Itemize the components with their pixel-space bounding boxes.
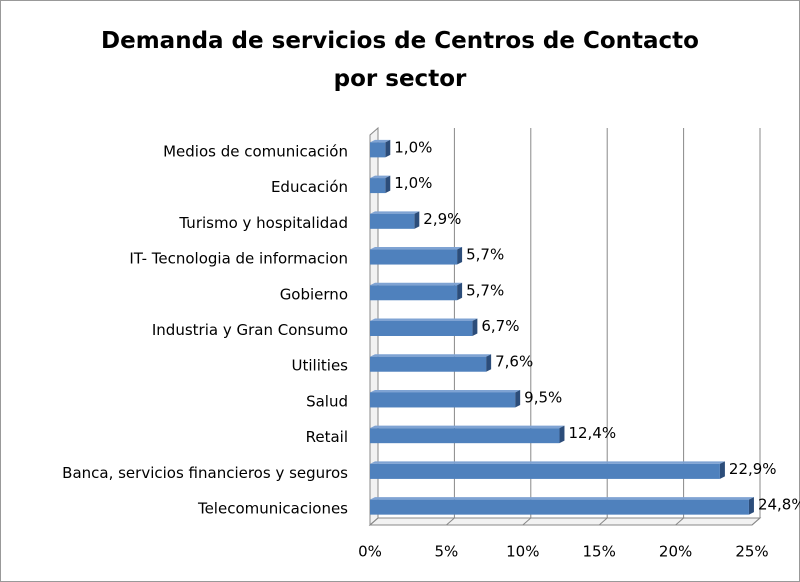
chart-title: Demanda de servicios de Centros de Conta… — [101, 28, 699, 92]
bar-side — [515, 389, 521, 408]
x-tick — [522, 517, 532, 526]
x-tick — [598, 517, 608, 526]
bar-side — [559, 425, 565, 444]
bar-top — [370, 175, 391, 179]
bar-side — [385, 175, 391, 194]
bar-top — [370, 425, 565, 429]
bar-side — [472, 318, 478, 336]
bar-top — [370, 497, 754, 500]
bar — [370, 285, 458, 301]
x-tick-label: 15% — [583, 543, 616, 561]
y-tick-label: Utilities — [292, 357, 349, 375]
y-tick-label: Turismo y hospitalidad — [178, 214, 348, 232]
bar-side — [457, 247, 463, 265]
axis-floor — [368, 517, 762, 526]
data-label: 12,4% — [568, 424, 616, 442]
data-label: 7,6% — [495, 353, 533, 371]
bar — [370, 499, 749, 515]
bar-top — [370, 282, 463, 286]
bar-top — [370, 389, 521, 393]
x-tick — [751, 517, 761, 526]
bar — [370, 463, 720, 479]
bar — [370, 392, 516, 408]
x-tick-label: 20% — [659, 543, 692, 561]
y-tick-label: Industria y Gran Consumo — [152, 321, 348, 339]
y-tick-label: Salud — [306, 392, 348, 410]
y-tick-label: Gobierno — [280, 285, 348, 303]
bar-side — [486, 354, 492, 372]
x-tick — [369, 517, 379, 526]
data-label: 1,0% — [394, 138, 432, 156]
data-label: 2,9% — [423, 210, 461, 228]
bar — [370, 142, 386, 158]
bar-top — [370, 211, 420, 214]
y-tick-label: IT- Tecnologia de informacion — [129, 250, 348, 268]
y-tick-label: Banca, servicios financieros y seguros — [62, 464, 348, 482]
y-tick-label: Educación — [271, 178, 348, 196]
bar-side — [748, 497, 754, 515]
bar-side — [719, 461, 725, 479]
data-label: 1,0% — [394, 174, 432, 192]
x-tick — [446, 517, 455, 526]
data-label: 5,7% — [466, 246, 504, 264]
bar — [370, 249, 458, 265]
x-tick-label: 10% — [506, 543, 539, 561]
data-label: 5,7% — [466, 281, 504, 299]
bar-top — [370, 247, 463, 250]
bar-top — [370, 461, 725, 464]
bar-top — [370, 139, 391, 143]
bar-top — [370, 354, 492, 357]
bar — [370, 356, 487, 372]
data-label: 24,8% — [758, 496, 800, 514]
y-tick-label: Telecomunicaciones — [197, 500, 348, 518]
y-tick-label: Retail — [306, 428, 348, 446]
data-label: 9,5% — [524, 388, 562, 406]
data-label: 6,7% — [481, 317, 519, 335]
bar-side — [457, 282, 463, 301]
bar-side — [414, 211, 420, 229]
y-tick-label: Medios de comunicación — [163, 142, 348, 160]
data-label: 22,9% — [729, 460, 777, 478]
x-tick — [675, 517, 684, 526]
x-tick-label: 25% — [735, 543, 768, 561]
x-tick-label: 0% — [358, 543, 382, 561]
bar — [370, 428, 560, 444]
bar-top — [370, 318, 478, 321]
bar — [370, 213, 415, 229]
bar — [370, 321, 473, 336]
x-tick-label: 5% — [435, 543, 459, 561]
bar-side — [385, 139, 391, 158]
bar — [370, 178, 386, 194]
